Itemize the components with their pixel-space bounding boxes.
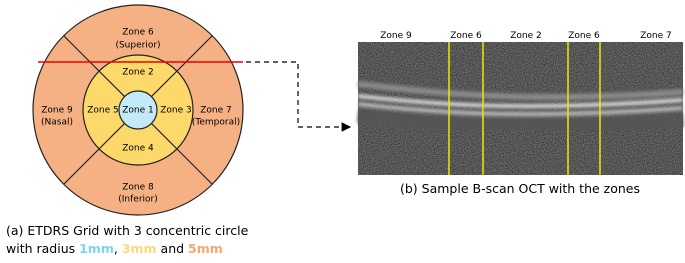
radius-1: 1mm [79, 241, 114, 256]
oct-image [358, 42, 683, 175]
oct-zone-label: Zone 7 [640, 31, 672, 41]
zone-sub: (Nasal) [41, 118, 73, 128]
caption-text: with radius [6, 241, 79, 256]
zone-label: Zone 2 [122, 68, 154, 78]
caption-text: and [157, 241, 188, 256]
caption-b: (b) Sample B-scan OCT with the zones [400, 181, 640, 196]
zone-label: Zone 9 [41, 106, 73, 116]
etdrs-grid: Zone 6 (Superior) Zone 2 Zone 9 (Nasal) … [33, 5, 243, 215]
caption-text: , [114, 241, 122, 256]
figure: Zone 6 (Superior) Zone 2 Zone 9 (Nasal) … [0, 0, 685, 263]
zone-sub: (Superior) [115, 41, 160, 51]
zone-label: Zone 8 [122, 183, 154, 193]
oct-zone-label: Zone 6 [450, 31, 482, 41]
zone-label: Zone 1 [122, 106, 154, 116]
radius-5: 5mm [188, 241, 223, 256]
radius-3: 3mm [122, 241, 157, 256]
zone-label: Zone 3 [160, 106, 192, 116]
zone-label: Zone 7 [200, 106, 232, 116]
zone-label: Zone 5 [87, 106, 119, 116]
oct-zone-label: Zone 6 [568, 31, 600, 41]
zone-sub: (Inferior) [118, 195, 158, 205]
arrow [246, 62, 350, 127]
oct-zone-label: Zone 9 [380, 31, 412, 41]
zone-label: Zone 6 [122, 28, 154, 38]
zone-sub: (Temporal) [192, 118, 240, 128]
caption-a: with radius 1mm, 3mm and 5mm [6, 241, 223, 256]
oct-zone-label: Zone 2 [510, 31, 542, 41]
zone-label: Zone 4 [122, 144, 154, 154]
caption-a: (a) ETDRS Grid with 3 concentric circle [6, 223, 249, 238]
